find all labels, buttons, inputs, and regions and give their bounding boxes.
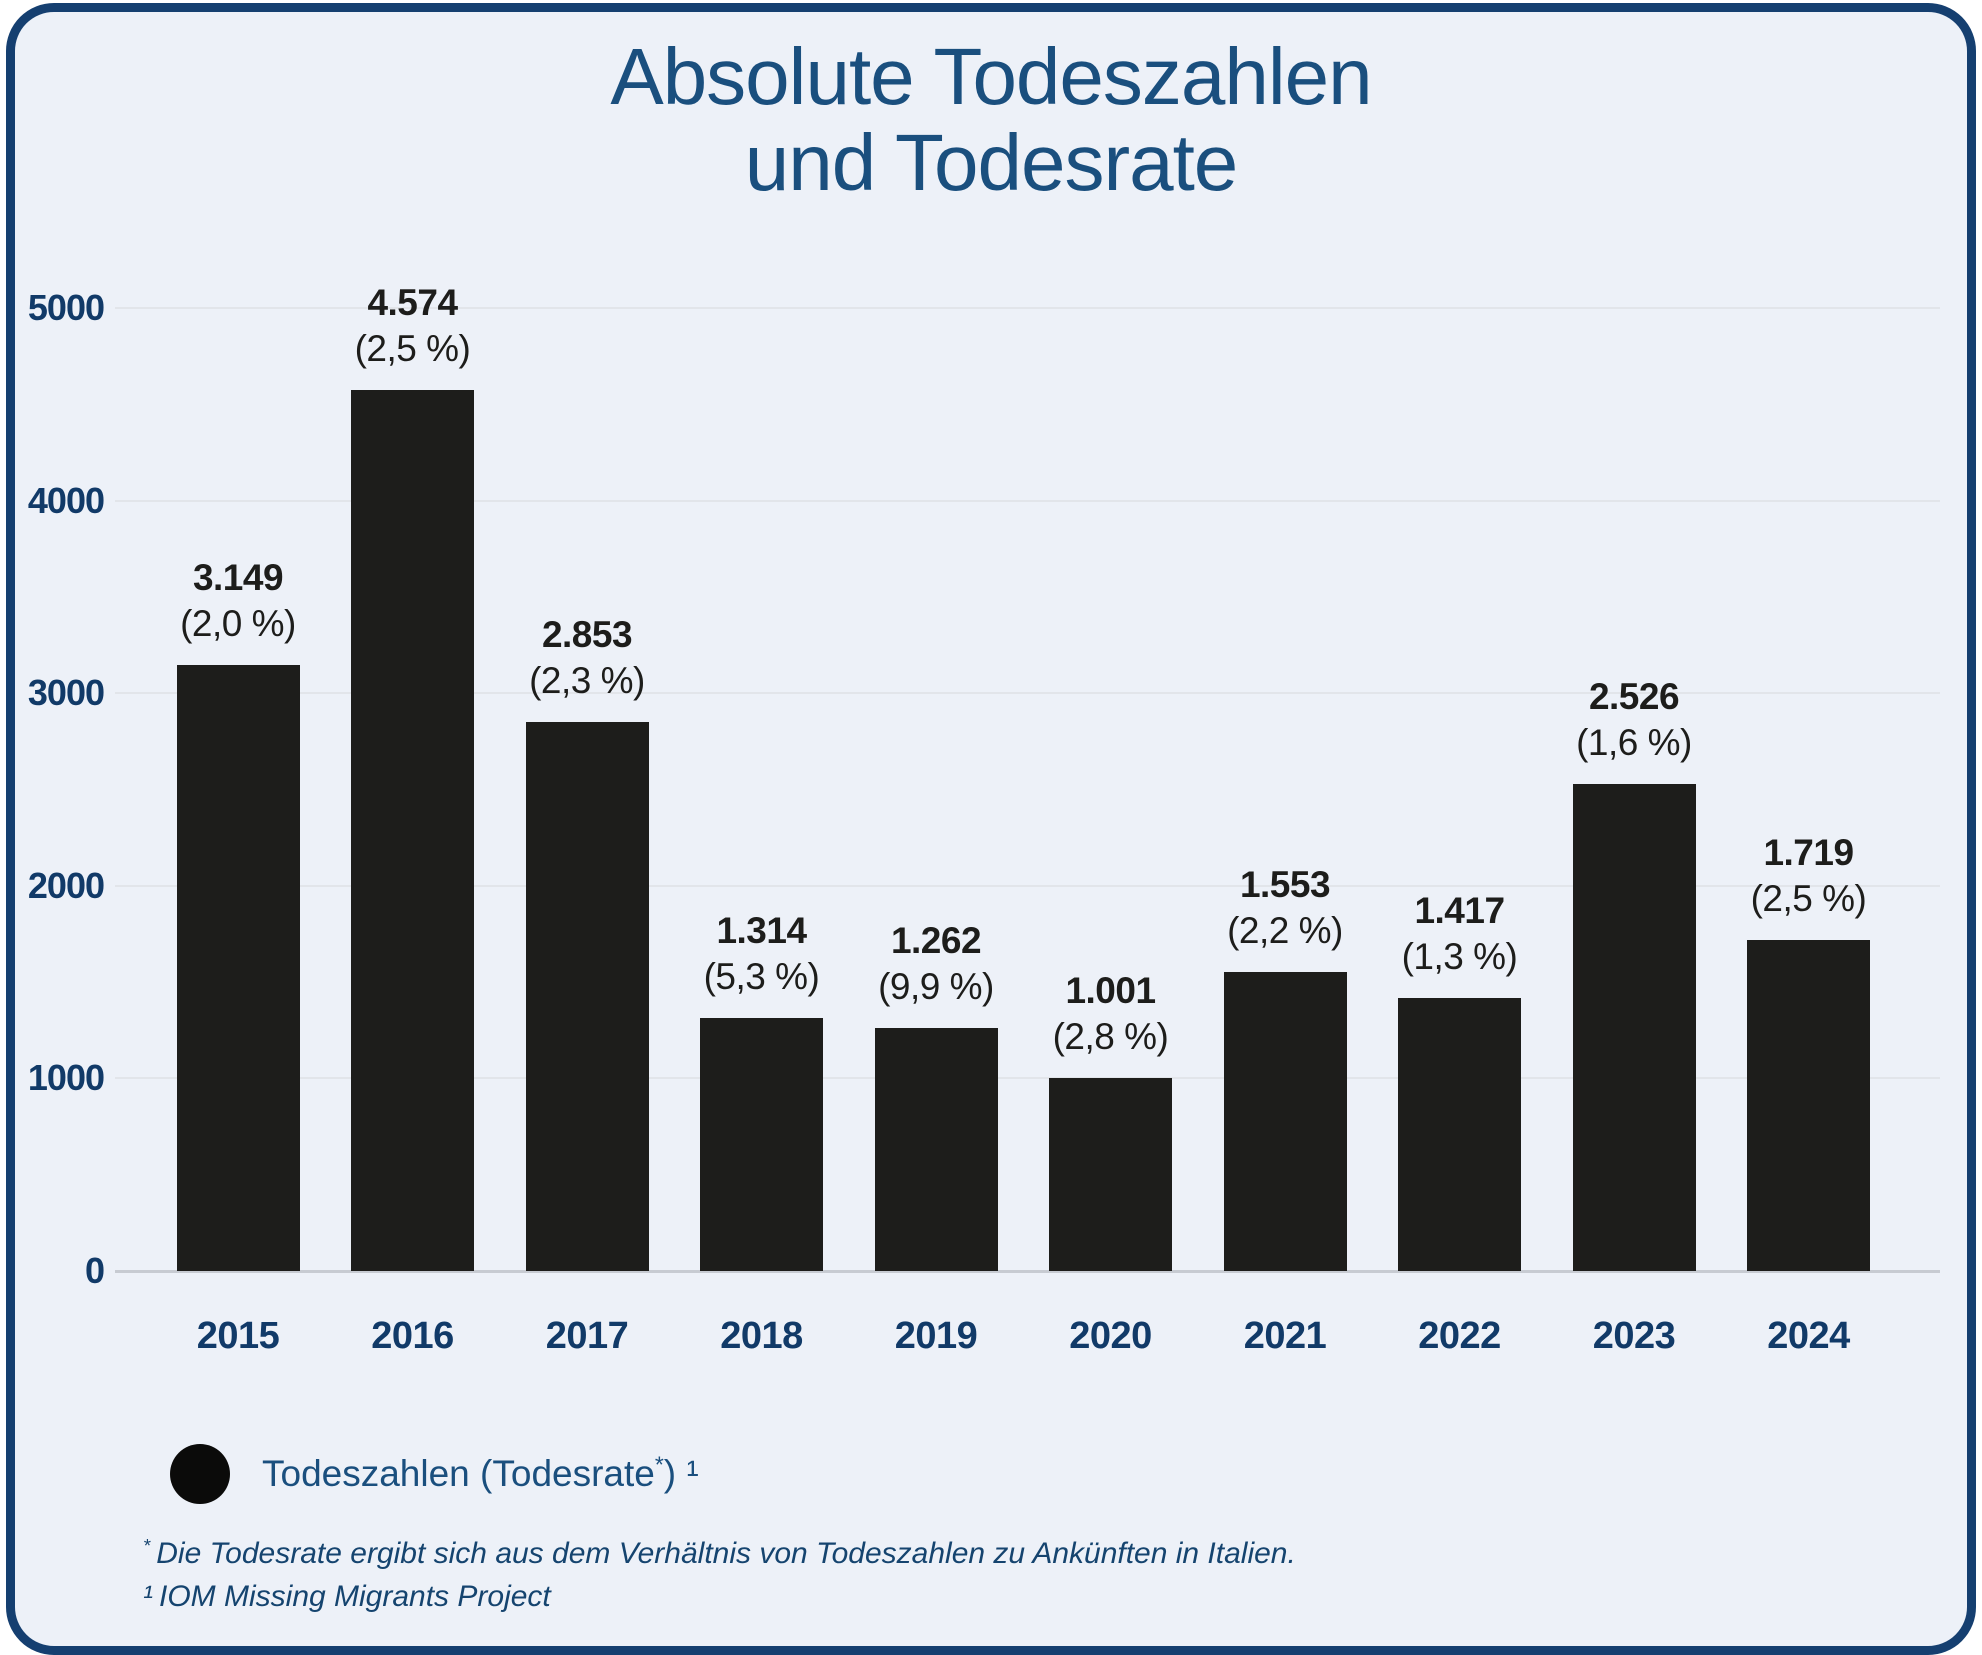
chart-title-line1: Absolute Todeszahlen [610,32,1372,121]
legend-label-text: Todeszahlen (Todesrate [262,1453,655,1494]
bar-2016 [351,390,474,1271]
bar-label-2018: 1.314 (5,3 %) [612,908,912,1000]
legend-label: Todeszahlen (Todesrate*) ¹ [262,1450,699,1498]
footnote-asterisk-marker: * [143,1535,151,1556]
footnote-todesrate-text: Die Todesrate ergibt sich aus dem Verhäl… [156,1537,1296,1570]
bar-rate-2017: (2,3 %) [529,659,645,701]
x-axis-line [115,1270,1940,1273]
legend-label-suffix: ) [663,1453,677,1494]
x-axis-label-2020: 2020 [1069,1315,1152,1357]
bar-value-2024: 1.719 [1763,831,1854,873]
bar-label-2021: 1.553 (2,2 %) [1135,862,1435,954]
bar-value-2023: 2.526 [1588,676,1680,718]
bar-2021 [1223,971,1347,1271]
bar-value-2016: 4.574 [367,282,458,324]
bar-value-2015: 3.149 [192,556,284,598]
chart-title-line2: und Todesrate [744,118,1239,207]
bar-rate-2015: (2,0 %) [180,602,296,644]
bar-value-2019: 1.262 [890,919,982,961]
y-axis-label-2000: 2000 [27,864,105,906]
bar-2017 [525,721,649,1271]
bar-value-2022: 1.417 [1414,890,1505,932]
gridline-4000 [115,499,1940,502]
x-axis-label-2023: 2023 [1592,1315,1676,1357]
y-axis-label-1000: 1000 [27,1057,105,1099]
bar-label-2022: 1.417 (1,3 %) [1310,888,1610,980]
y-axis-label-0: 0 [84,1250,105,1291]
bar-rate-2018: (5,3 %) [703,955,820,997]
bar-rate-2022: (1,3 %) [1401,936,1518,978]
chart-title: Absolute Todeszahlen und Todesrate [0,34,1982,206]
bar-2020 [1049,1078,1172,1271]
gridline-1000 [115,1077,1940,1080]
bar-label-2020: 1.001 (2,8 %) [961,968,1261,1060]
bar-label-2015: 3.149 (2,0 %) [88,555,388,647]
bar-value-2020: 1.001 [1065,970,1156,1012]
bar-value-2021: 1.553 [1239,863,1331,905]
x-axis-label-2016: 2016 [371,1315,454,1357]
x-axis-label-2015: 2015 [196,1315,280,1357]
x-axis-label-2018: 2018 [720,1315,803,1357]
footnote-todesrate: * Die Todesrate ergibt sich aus dem Verhä… [143,1532,1296,1575]
bar-label-2019: 1.262 (9,9 %) [786,918,1086,1010]
legend-footnote-ref: ¹ [686,1453,699,1494]
bar-rate-2020: (2,8 %) [1052,1016,1169,1058]
bar-rate-2019: (9,9 %) [878,965,994,1007]
bar-rate-2021: (2,2 %) [1227,909,1343,951]
gridline-3000 [115,692,1940,695]
y-axis-label-3000: 3000 [27,672,105,714]
bar-label-2023: 2.526 (1,6 %) [1484,674,1784,766]
gridline-5000 [115,307,1940,309]
x-axis-label-2017: 2017 [545,1315,629,1357]
y-axis-label-4000: 4000 [27,479,105,521]
footnote-source-text: IOM Missing Migrants Project [159,1580,551,1613]
bar-2015 [176,664,300,1271]
bar-2023 [1572,784,1696,1271]
bar-value-2017: 2.853 [541,613,633,655]
y-axis-label-5000: 5000 [27,287,105,328]
gridline-2000 [115,884,1940,887]
bar-rate-2024: (2,5 %) [1750,877,1867,919]
x-axis-label-2021: 2021 [1243,1315,1327,1357]
bar-2019 [874,1027,998,1271]
x-axis-label-2019: 2019 [894,1315,978,1357]
footnote-source: ¹ IOM Missing Migrants Project [143,1575,1296,1618]
footnote-source-marker: ¹ [143,1580,153,1613]
bar-label-2017: 2.853 (2,3 %) [437,612,737,704]
bar-2024 [1747,939,1870,1271]
bar-2018 [700,1017,823,1271]
bar-value-2018: 1.314 [716,909,807,951]
x-axis-label-2022: 2022 [1418,1315,1501,1357]
footnotes: * Die Todesrate ergibt sich aus dem Verhä… [143,1532,1296,1618]
bar-label-2024: 1.719 (2,5 %) [1659,830,1959,922]
bar-label-2016: 4.574 (2,5 %) [263,280,563,372]
bar-rate-2016: (2,5 %) [354,328,471,370]
x-axis-label-2024: 2024 [1767,1315,1850,1357]
legend-asterisk: * [654,1451,664,1478]
bar-rate-2023: (1,6 %) [1576,722,1692,764]
legend-marker-circle [170,1444,230,1504]
bar-2022 [1398,998,1521,1271]
